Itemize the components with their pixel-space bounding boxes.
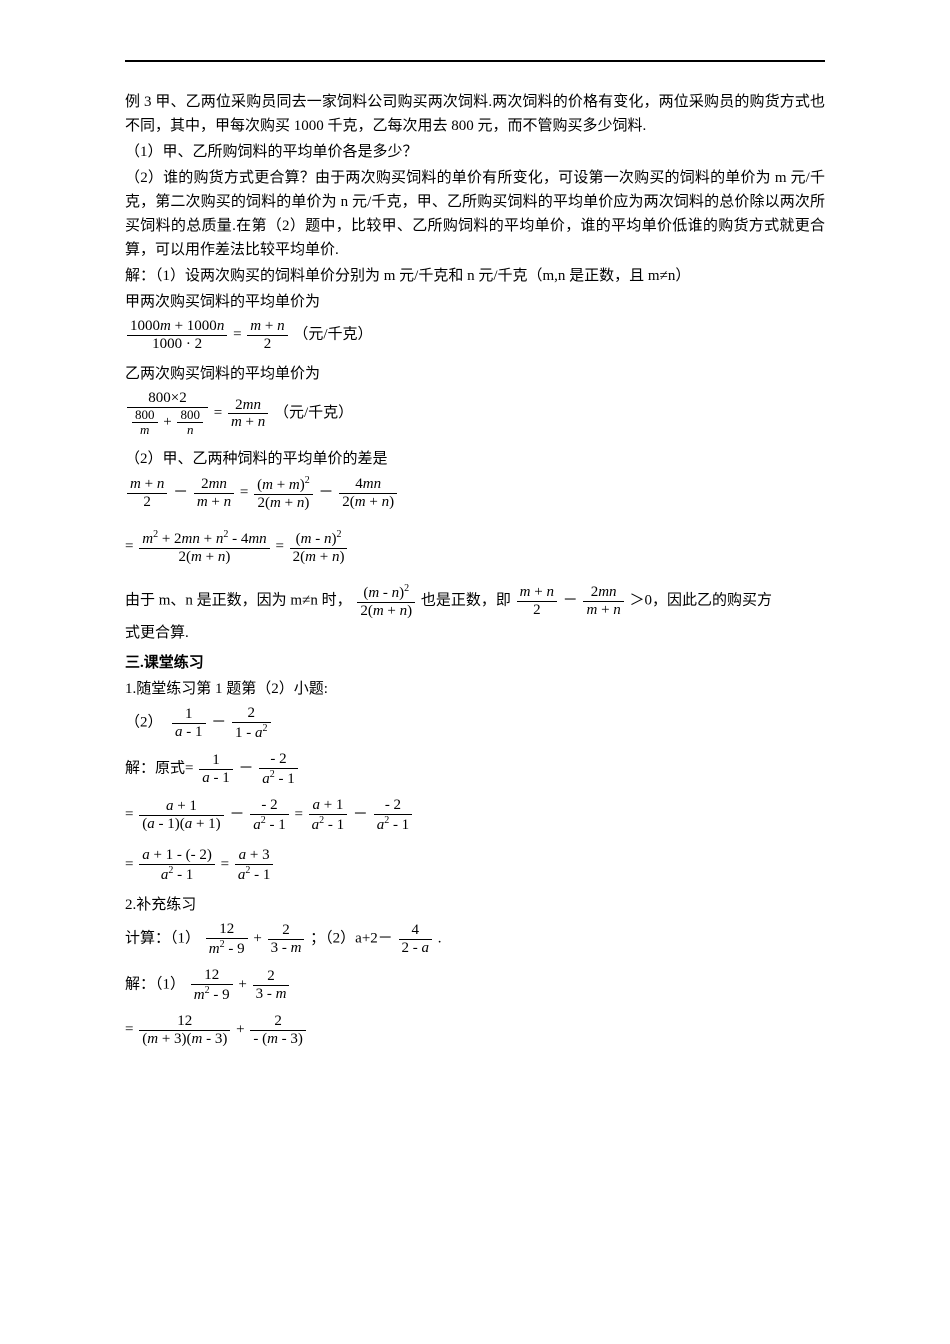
top-rule	[125, 60, 825, 62]
q2-label: 计算：（1）	[125, 931, 200, 947]
document-page: 例 3 甲、乙两位采购员同去一家饲料公司购买两次饲料.两次饲料的价格有变化，两位…	[125, 0, 825, 1097]
unit-1: （元/千克）	[293, 326, 372, 342]
q2-end: .	[438, 931, 442, 947]
ex3-conclusion-end: 式更合算.	[125, 621, 825, 645]
q2-title: 2.补充练习	[125, 893, 825, 917]
ex3-part2: （2）甲、乙两种饲料的平均单价的差是	[125, 447, 825, 471]
ex3-q2: （2）谁的购货方式更合算？由于两次购买饲料的单价有所变化，可设第一次购买的饲料的…	[125, 166, 825, 262]
ex3-conclusion: 由于 m、n 是正数，因为 m≠n 时， (m - n)22(m + n) 也是…	[125, 583, 825, 619]
ex3-diff1: m + n2 － 2mnm + n = (m + m)22(m + n) － 4…	[125, 475, 825, 511]
q1-title: 1.随堂练习第 1 题第（2）小题:	[125, 677, 825, 701]
ex3-jia-line: 甲两次购买饲料的平均单价为	[125, 290, 825, 314]
ex3-diff2: = m2 + 2mn + n2 - 4mn2(m + n) = (m - n)2…	[125, 529, 825, 565]
q1-step3: = a + 1 - (- 2)a2 - 1 = a + 3a2 - 1	[125, 847, 825, 883]
q1-step2: = a + 1(a - 1)(a + 1) － - 2a2 - 1 = a + …	[125, 797, 825, 833]
q1-problem: （2） 1a - 1 － 21 - a2	[125, 705, 825, 741]
section3-title: 三.课堂练习	[125, 651, 825, 675]
ex3-statement: 例 3 甲、乙两位采购员同去一家饲料公司购买两次饲料.两次饲料的价格有变化，两位…	[125, 90, 825, 138]
q1-label: （2）	[125, 715, 163, 731]
q2-problem: 计算：（1） 12m2 - 9 + 23 - m ；（2）a+2－ 42 - a…	[125, 921, 825, 957]
unit-2: （元/千克）	[274, 405, 353, 421]
q2-sol-label: 解：（1）	[125, 977, 185, 993]
conc-pre: 由于 m、n 是正数，因为 m≠n 时，	[125, 593, 352, 609]
q2-mid: ；（2）a+2－	[310, 931, 393, 947]
q1-step1: 解：原式= 1a - 1 － - 2a2 - 1	[125, 751, 825, 787]
conc-mid: 也是正数，即	[421, 593, 515, 609]
ex3-sol-intro: 解：（1）设两次购买的饲料单价分别为 m 元/千克和 n 元/千克（m,n 是正…	[125, 264, 825, 288]
ex3-yi-line: 乙两次购买饲料的平均单价为	[125, 362, 825, 386]
conc-post: ＞0，因此乙的购买方	[630, 593, 773, 609]
q1-sol-label: 解：原式=	[125, 761, 193, 777]
ex3-jia-math: 1000m + 1000n 1000 · 2 = m + n 2 （元/千克）	[125, 318, 825, 352]
q2-sol2: = 12(m + 3)(m - 3) + 2- (m - 3)	[125, 1013, 825, 1047]
ex3-q1: （1）甲、乙所购饲料的平均单价各是多少？	[125, 140, 825, 164]
q2-sol1: 解：（1） 12m2 - 9 + 23 - m	[125, 967, 825, 1003]
ex3-yi-math: 800×2 800m + 800n = 2mn m + n （元/千克）	[125, 390, 825, 437]
